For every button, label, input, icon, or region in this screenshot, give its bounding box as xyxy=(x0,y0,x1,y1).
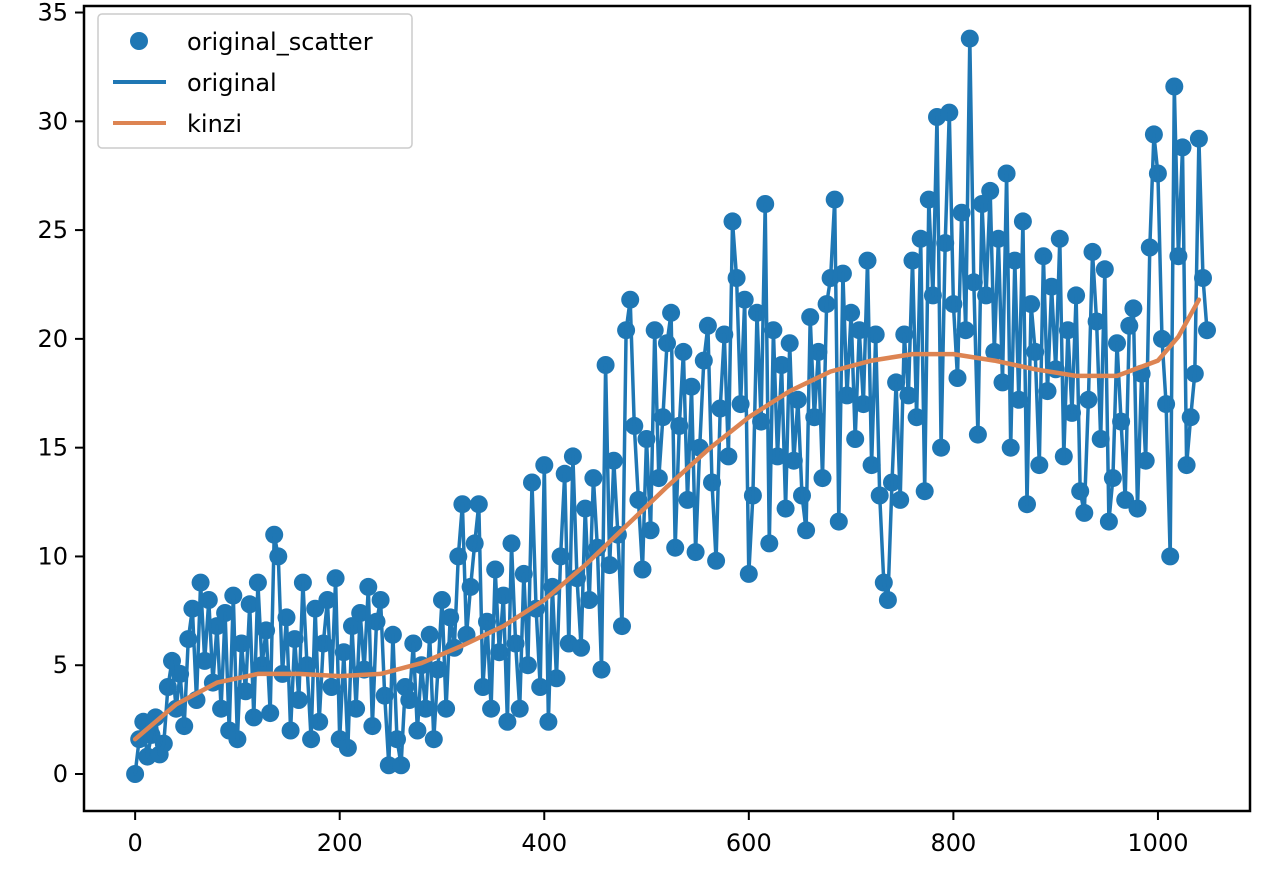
x-tick-label: 0 xyxy=(127,829,142,857)
y-tick-label: 10 xyxy=(37,542,68,570)
y-axis: 0 5 10 15 20 25 30 35 xyxy=(37,0,84,788)
x-tick-label: 1000 xyxy=(1127,829,1188,857)
legend-marker-scatter xyxy=(130,32,148,50)
y-tick-label: 5 xyxy=(53,651,68,679)
series-line-original xyxy=(133,36,1209,776)
legend-label-kinzi: kinzi xyxy=(187,110,242,138)
x-tick-label: 400 xyxy=(521,829,567,857)
legend: original_scatter original kinzi xyxy=(97,13,413,149)
axes-frame xyxy=(82,4,1252,813)
y-tick-label: 15 xyxy=(37,434,68,462)
legend-box xyxy=(97,13,413,149)
series-layer xyxy=(126,29,1216,783)
y-tick-label: 35 xyxy=(37,0,68,27)
x-axis: 0 200 400 600 800 1000 xyxy=(127,811,1188,857)
x-tick-label: 800 xyxy=(930,829,976,857)
y-tick-label: 25 xyxy=(37,216,68,244)
x-tick-label: 600 xyxy=(726,829,772,857)
y-tick-label: 20 xyxy=(37,325,68,353)
y-tick-label: 30 xyxy=(37,107,68,135)
legend-label-original: original xyxy=(187,69,277,97)
series-line-kinzi xyxy=(132,297,1202,742)
x-tick-label: 200 xyxy=(317,829,363,857)
plot-area xyxy=(82,4,1252,813)
legend-label-original-scatter: original_scatter xyxy=(187,28,373,56)
y-tick-label: 0 xyxy=(53,760,68,788)
